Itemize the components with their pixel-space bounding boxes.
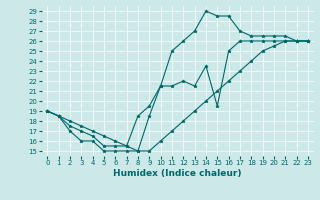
X-axis label: Humidex (Indice chaleur): Humidex (Indice chaleur) xyxy=(113,169,242,178)
